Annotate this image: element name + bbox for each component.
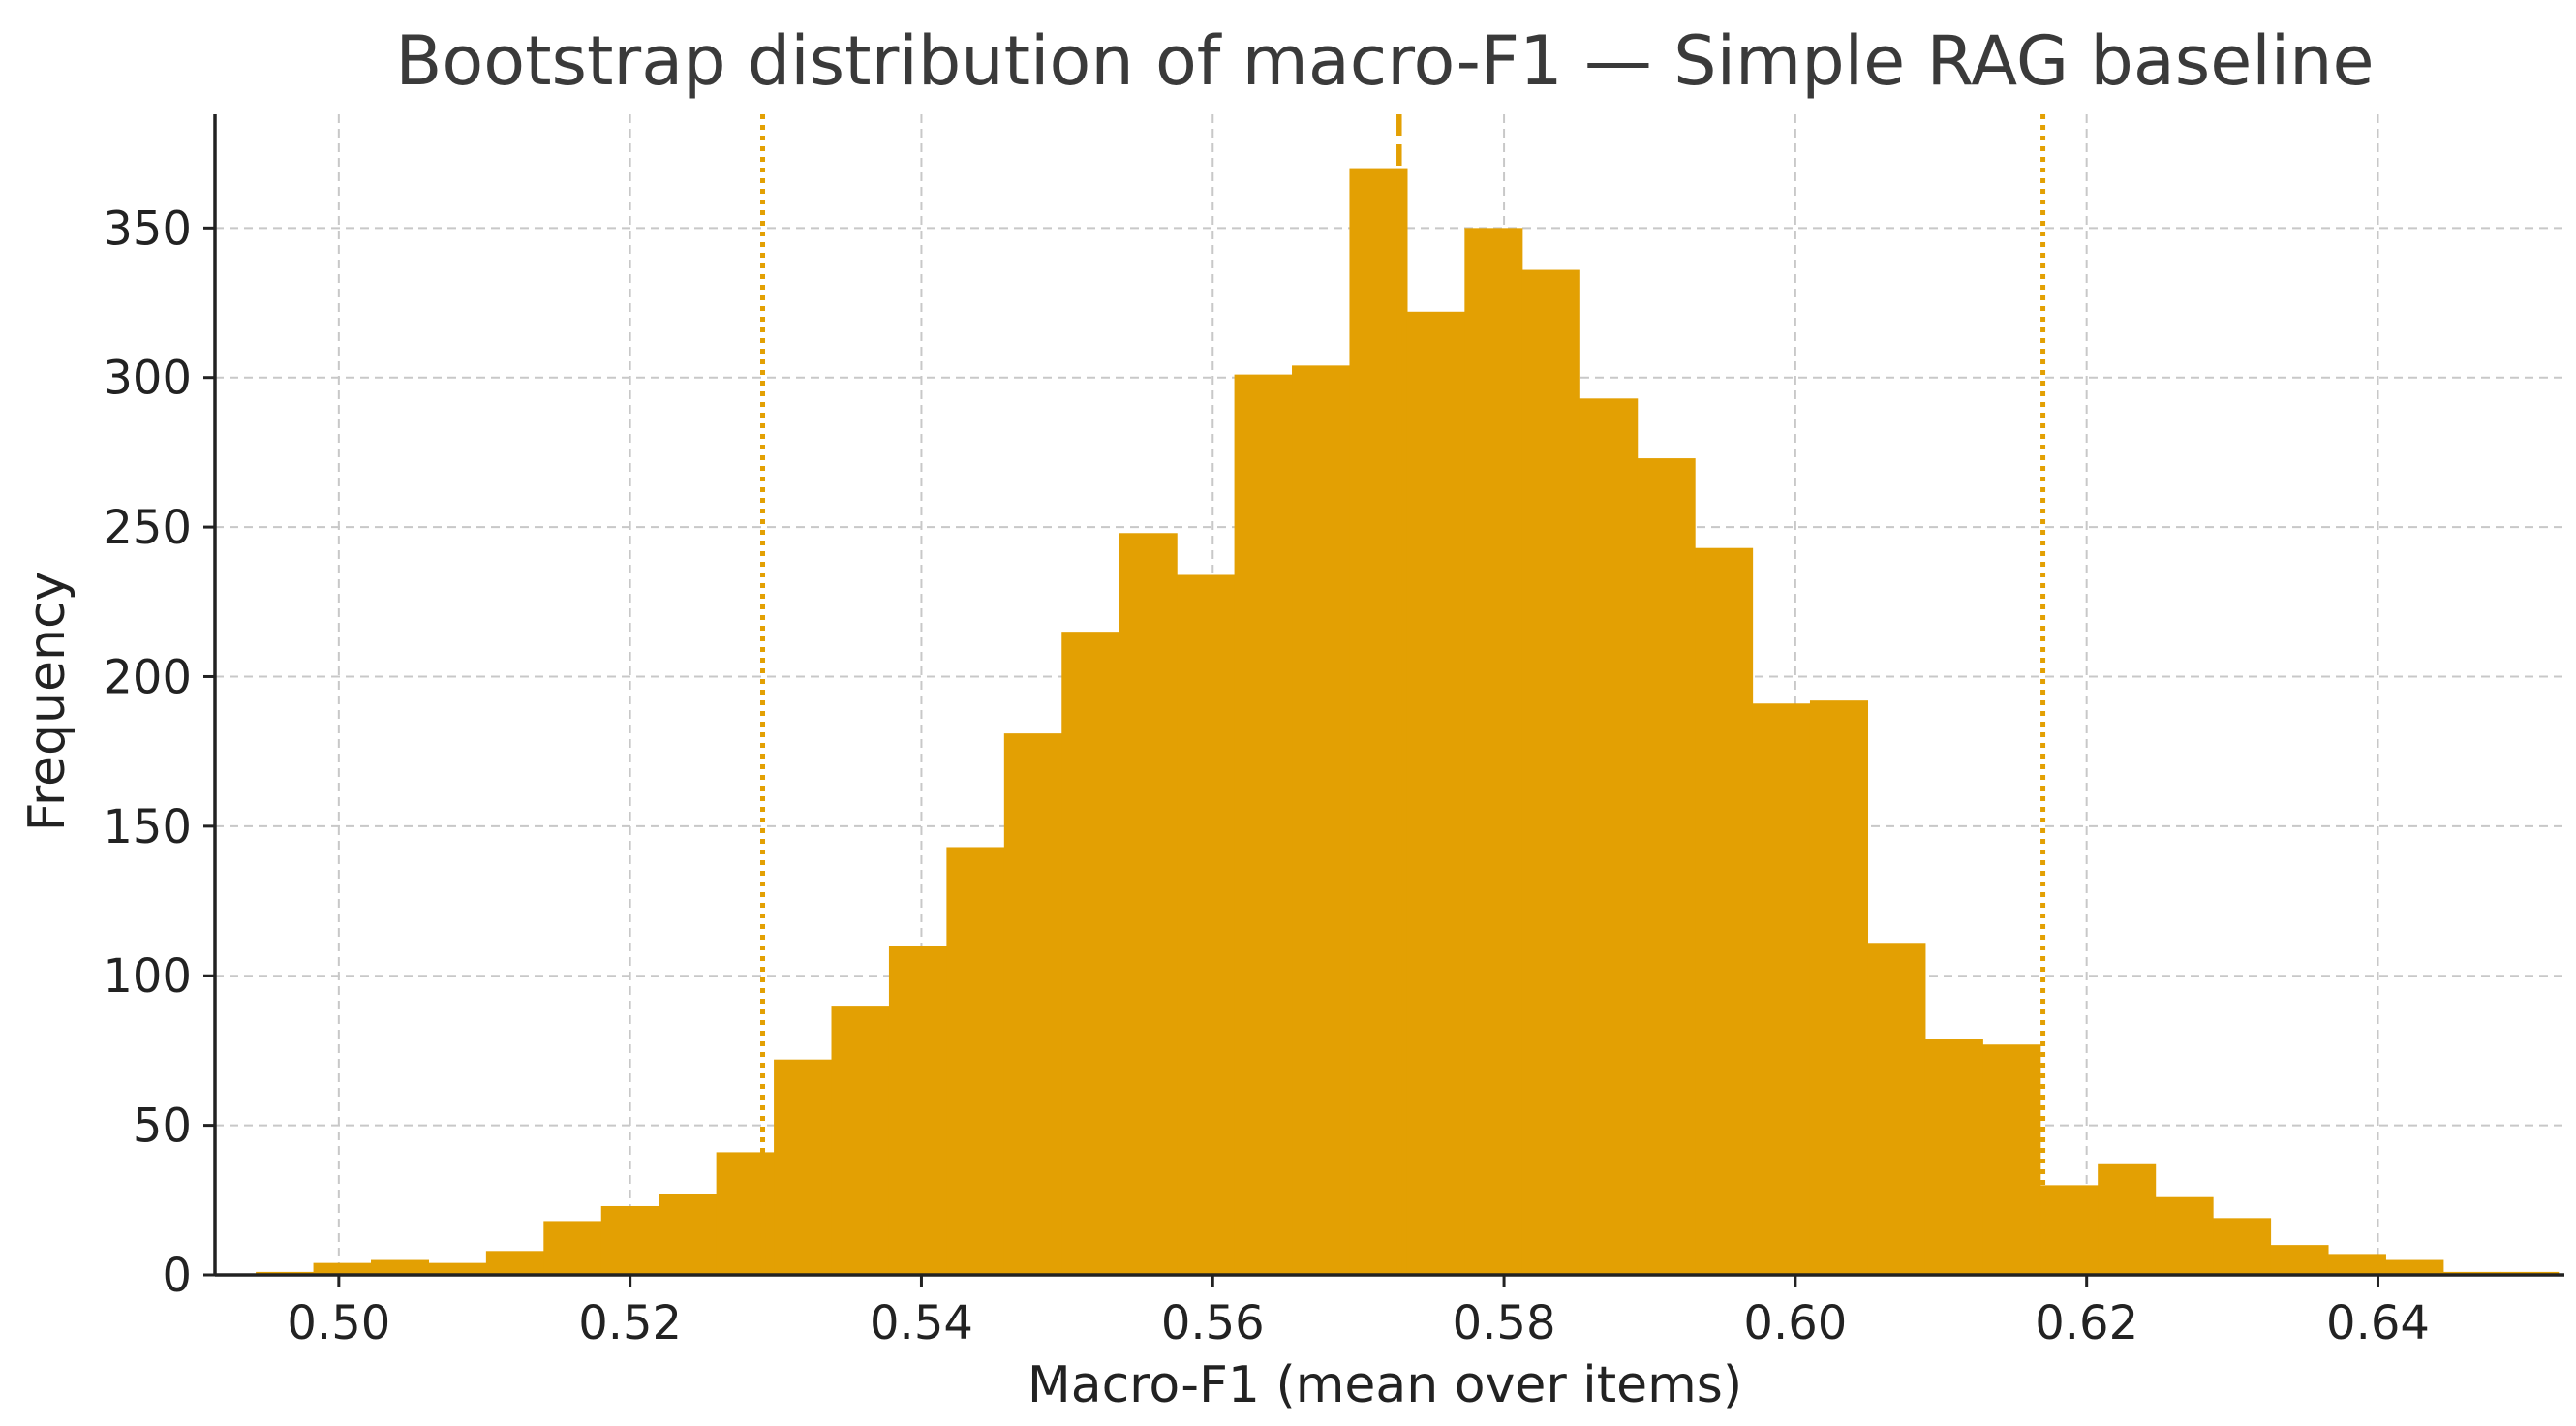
histogram-bar-22 <box>1521 269 1580 1276</box>
histogram-bar-34 <box>2213 1218 2272 1275</box>
histogram-bar-31 <box>2039 1185 2099 1275</box>
histogram-bar-18 <box>1292 365 1351 1275</box>
chart-title: Bootstrap distribution of macro-F1 — Sim… <box>395 21 2374 101</box>
histogram-bar-9 <box>774 1059 833 1275</box>
histogram-bar-12 <box>946 847 1005 1275</box>
y-tick-label-1: 50 <box>133 1100 192 1154</box>
x-tick-label-5: 0.60 <box>1743 1296 1847 1350</box>
y-axis-label: Frequency <box>18 572 77 832</box>
x-tick-label-0: 0.50 <box>287 1296 390 1350</box>
histogram-bar-27 <box>1809 700 1869 1275</box>
y-tick-label-4: 200 <box>103 650 192 704</box>
histogram-bar-17 <box>1234 374 1293 1275</box>
histogram-bar-20 <box>1406 311 1465 1275</box>
histogram-bar-1 <box>313 1262 372 1275</box>
histogram-bar-25 <box>1695 547 1754 1275</box>
histogram-bar-21 <box>1464 228 1523 1276</box>
histogram-bar-32 <box>2098 1163 2157 1275</box>
histogram-bar-2 <box>370 1259 430 1275</box>
x-tick-label-3: 0.56 <box>1161 1296 1265 1350</box>
histogram-bar-15 <box>1119 533 1178 1275</box>
histogram-bar-3 <box>428 1262 487 1275</box>
y-tick-label-2: 100 <box>103 949 192 1004</box>
histogram-bar-4 <box>485 1251 544 1275</box>
histogram-bar-10 <box>831 1006 890 1275</box>
histogram-bar-24 <box>1637 458 1696 1275</box>
bars-layer <box>256 168 2560 1276</box>
y-tick-label-3: 150 <box>103 800 192 854</box>
histogram-bar-30 <box>1982 1044 2041 1275</box>
histogram-bar-35 <box>2270 1245 2329 1275</box>
reference-lines-layer <box>760 114 2046 1275</box>
histogram-bar-33 <box>2155 1196 2214 1275</box>
histogram-bar-23 <box>1579 398 1639 1276</box>
x-tick-label-7: 0.64 <box>2326 1296 2430 1350</box>
x-tick-label-1: 0.52 <box>578 1296 682 1350</box>
histogram-bar-11 <box>888 946 947 1275</box>
histogram-bar-5 <box>543 1221 602 1275</box>
y-tick-label-0: 0 <box>162 1249 192 1303</box>
histogram-bar-37 <box>2385 1259 2444 1275</box>
histogram-bar-14 <box>1061 632 1120 1275</box>
histogram-bar-7 <box>659 1194 718 1275</box>
histogram-bar-6 <box>600 1205 659 1275</box>
histogram-bar-28 <box>1867 943 1926 1275</box>
y-tick-label-7: 350 <box>103 202 192 256</box>
y-tick-label-5: 250 <box>103 501 192 555</box>
x-axis-label: Macro-F1 (mean over items) <box>1027 1356 1742 1414</box>
x-tick-label-6: 0.62 <box>2035 1296 2138 1350</box>
x-tick-label-4: 0.58 <box>1453 1296 1556 1350</box>
ticks-layer: 0.50 0.52 0.54 0.56 0.58 0.60 0.62 0.64 0 50 100 15… <box>103 202 2430 1350</box>
x-tick-label-2: 0.54 <box>870 1296 973 1350</box>
histogram-bar-13 <box>1003 733 1062 1275</box>
histogram-bar-36 <box>2327 1254 2386 1275</box>
y-tick-label-6: 300 <box>103 352 192 406</box>
histogram-bar-29 <box>1924 1038 1983 1275</box>
histogram-bar-8 <box>716 1152 775 1275</box>
histogram-bar-26 <box>1752 703 1811 1275</box>
axes-layer <box>213 114 2564 1277</box>
histogram-bar-16 <box>1177 574 1236 1275</box>
